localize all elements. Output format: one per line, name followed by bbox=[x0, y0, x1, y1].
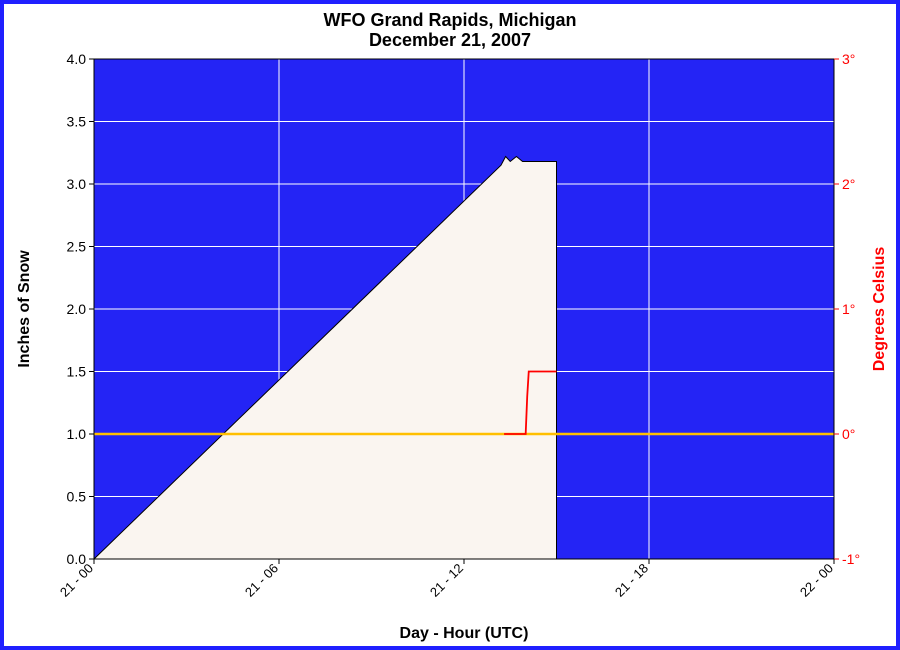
svg-text:-1°: -1° bbox=[842, 551, 860, 567]
svg-text:2.0: 2.0 bbox=[67, 301, 87, 317]
svg-text:21 - 12: 21 - 12 bbox=[427, 561, 466, 600]
svg-text:4.0: 4.0 bbox=[67, 51, 87, 67]
svg-text:2°: 2° bbox=[842, 176, 855, 192]
y-right-label: Degrees Celsius bbox=[871, 247, 888, 372]
y-left-label: Inches of Snow bbox=[16, 250, 33, 368]
svg-text:3.0: 3.0 bbox=[67, 176, 87, 192]
svg-text:1°: 1° bbox=[842, 301, 855, 317]
svg-text:1.0: 1.0 bbox=[67, 426, 87, 442]
chart-svg: 0.00.51.01.52.02.53.03.54.0-1°0°1°2°3°21… bbox=[4, 4, 896, 646]
svg-text:21 - 18: 21 - 18 bbox=[612, 561, 651, 600]
svg-text:1.5: 1.5 bbox=[67, 364, 87, 380]
svg-text:22 - 00: 22 - 00 bbox=[797, 561, 836, 600]
svg-text:2.5: 2.5 bbox=[67, 239, 87, 255]
svg-text:21 - 06: 21 - 06 bbox=[242, 561, 281, 600]
chart-title-2: December 21, 2007 bbox=[369, 30, 531, 50]
svg-text:3°: 3° bbox=[842, 51, 855, 67]
svg-text:0.5: 0.5 bbox=[67, 489, 87, 505]
svg-text:3.5: 3.5 bbox=[67, 114, 87, 130]
chart-container: 0.00.51.01.52.02.53.03.54.0-1°0°1°2°3°21… bbox=[0, 0, 900, 650]
chart-title-1: WFO Grand Rapids, Michigan bbox=[323, 10, 576, 30]
x-axis-label: Day - Hour (UTC) bbox=[400, 625, 529, 642]
svg-text:0°: 0° bbox=[842, 426, 855, 442]
